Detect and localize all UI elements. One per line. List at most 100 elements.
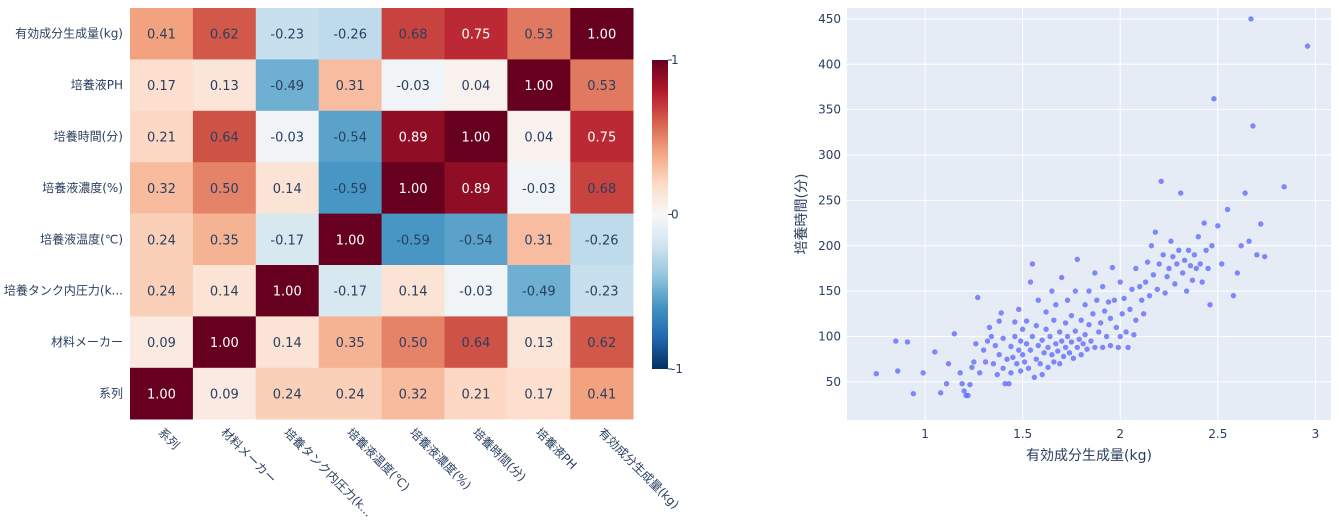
scatter-point: [986, 324, 993, 331]
scatter-point: [1033, 356, 1040, 362]
scatter-point: [1039, 337, 1045, 343]
heatmap-cell-label: 0.68: [399, 28, 428, 43]
scatter-point: [1051, 359, 1057, 365]
heatmap-cell-label: 0.62: [587, 336, 616, 351]
scatter-y-tick-label: 250: [818, 193, 841, 207]
scatter-x-tick-label: 3: [1312, 427, 1320, 441]
scatter-point: [1096, 329, 1102, 335]
heatmap-cell: [318, 367, 382, 420]
heatmap-cell-label: -0.23: [270, 28, 304, 43]
heatmap-cell: [130, 8, 194, 60]
heatmap-cell: [381, 265, 445, 317]
heatmap-y-tick-label: 培養液濃度(%): [42, 180, 123, 195]
heatmap-cell: [192, 8, 257, 60]
heatmap-cell-label: 0.41: [587, 388, 616, 403]
heatmap-cell: [507, 367, 571, 420]
heatmap-cell: [255, 316, 319, 369]
scatter-point: [1012, 319, 1018, 325]
heatmap-cell: [255, 8, 319, 60]
scatter-point: [1012, 333, 1018, 340]
scatter-point: [1195, 233, 1201, 240]
scatter-point: [984, 338, 991, 344]
heatmap-cell-label: 0.89: [461, 182, 490, 197]
scatter-point: [975, 294, 981, 301]
scatter-point: [1248, 16, 1254, 22]
heatmap-cell-label: -0.59: [333, 182, 367, 197]
colorbar-tick-label: 1: [671, 53, 679, 67]
heatmap-cell: [318, 8, 382, 60]
scatter-point: [1181, 257, 1188, 263]
scatter-point: [1000, 335, 1006, 342]
scatter-point: [1144, 259, 1151, 265]
heatmap-cell-label: 0.35: [210, 233, 239, 248]
scatter-point: [957, 370, 963, 376]
heatmap-cell-label: 1.00: [587, 28, 616, 43]
scatter-point: [895, 368, 901, 374]
scatter-point: [1162, 290, 1168, 296]
scatter-point: [996, 318, 1002, 324]
scatter-plot: 1 1.5 2 2.5 350100150200250300350400450有効成分生…: [793, 8, 1331, 464]
scatter-point: [1062, 320, 1069, 326]
scatter-y-tick-label: 100: [818, 330, 841, 344]
scatter-point: [1304, 43, 1311, 49]
heatmap-x-tick-label: 系列: [155, 425, 182, 452]
heatmap-cell-label: 1.00: [524, 79, 553, 94]
scatter-point: [1010, 354, 1016, 361]
heatmap-cell: [507, 59, 571, 112]
scatter-point: [1099, 344, 1106, 351]
heatmap-cell-label: 0.13: [524, 336, 553, 351]
heatmap-cell: [507, 265, 571, 317]
scatter-point: [982, 359, 989, 365]
scatter-point: [1021, 359, 1028, 365]
heatmap-cell-label: 0.31: [336, 79, 365, 94]
scatter-point: [1156, 261, 1162, 267]
heatmap-cell-label: -0.54: [333, 131, 367, 146]
scatter-point: [1082, 331, 1088, 338]
heatmap-cell: [130, 367, 194, 420]
scatter-point: [980, 347, 987, 353]
heatmap-cell: [570, 265, 634, 317]
heatmap-cell: [130, 59, 194, 112]
scatter-point: [1066, 350, 1073, 356]
heatmap-cell: [570, 162, 634, 214]
scatter-point: [1076, 336, 1082, 342]
scatter-point: [1057, 329, 1063, 335]
scatter-point: [1197, 261, 1203, 267]
heatmap-cell: [130, 265, 194, 317]
scatter-point: [996, 351, 1002, 358]
heatmap-cell: [507, 110, 571, 163]
heatmap-cell-label: -0.26: [585, 233, 619, 248]
heatmap-cell: [570, 59, 634, 112]
scatter-point: [1215, 223, 1221, 229]
scatter-point: [1098, 320, 1104, 326]
heatmap-cell-label: 0.14: [273, 336, 302, 351]
heatmap-cell-label: 0.13: [210, 79, 239, 94]
scatter-point: [1043, 326, 1049, 332]
scatter-y-tick-label: 150: [818, 284, 841, 298]
scatter-point: [1019, 351, 1026, 358]
scatter-point: [873, 371, 879, 377]
scatter-point: [1203, 247, 1209, 253]
scatter-point: [1105, 299, 1112, 305]
scatter-point: [1174, 261, 1180, 267]
heatmap-x-tick-label: 有効成分生成量(kg): [596, 425, 683, 512]
scatter-point: [1041, 350, 1047, 356]
scatter-point: [1189, 277, 1196, 283]
scatter-point: [1060, 353, 1067, 360]
scatter-point: [1242, 190, 1248, 196]
scatter-point: [1053, 302, 1059, 308]
heatmap-cell: [255, 59, 319, 112]
scatter-point: [1078, 317, 1084, 323]
scatter-point: [1049, 288, 1055, 294]
heatmap-cell: [381, 59, 445, 112]
heatmap-cell-label: -0.17: [333, 285, 367, 300]
heatmap-cell-label: 0.75: [587, 131, 616, 146]
scatter-point: [1121, 295, 1127, 302]
heatmap-cell-label: 0.21: [461, 388, 490, 403]
scatter-y-tick-label: 400: [818, 57, 841, 71]
scatter-point: [920, 370, 926, 376]
heatmap-cell: [381, 8, 445, 60]
scatter-point: [1047, 333, 1053, 340]
scatter-point: [1062, 344, 1069, 351]
scatter-point: [1074, 344, 1080, 351]
